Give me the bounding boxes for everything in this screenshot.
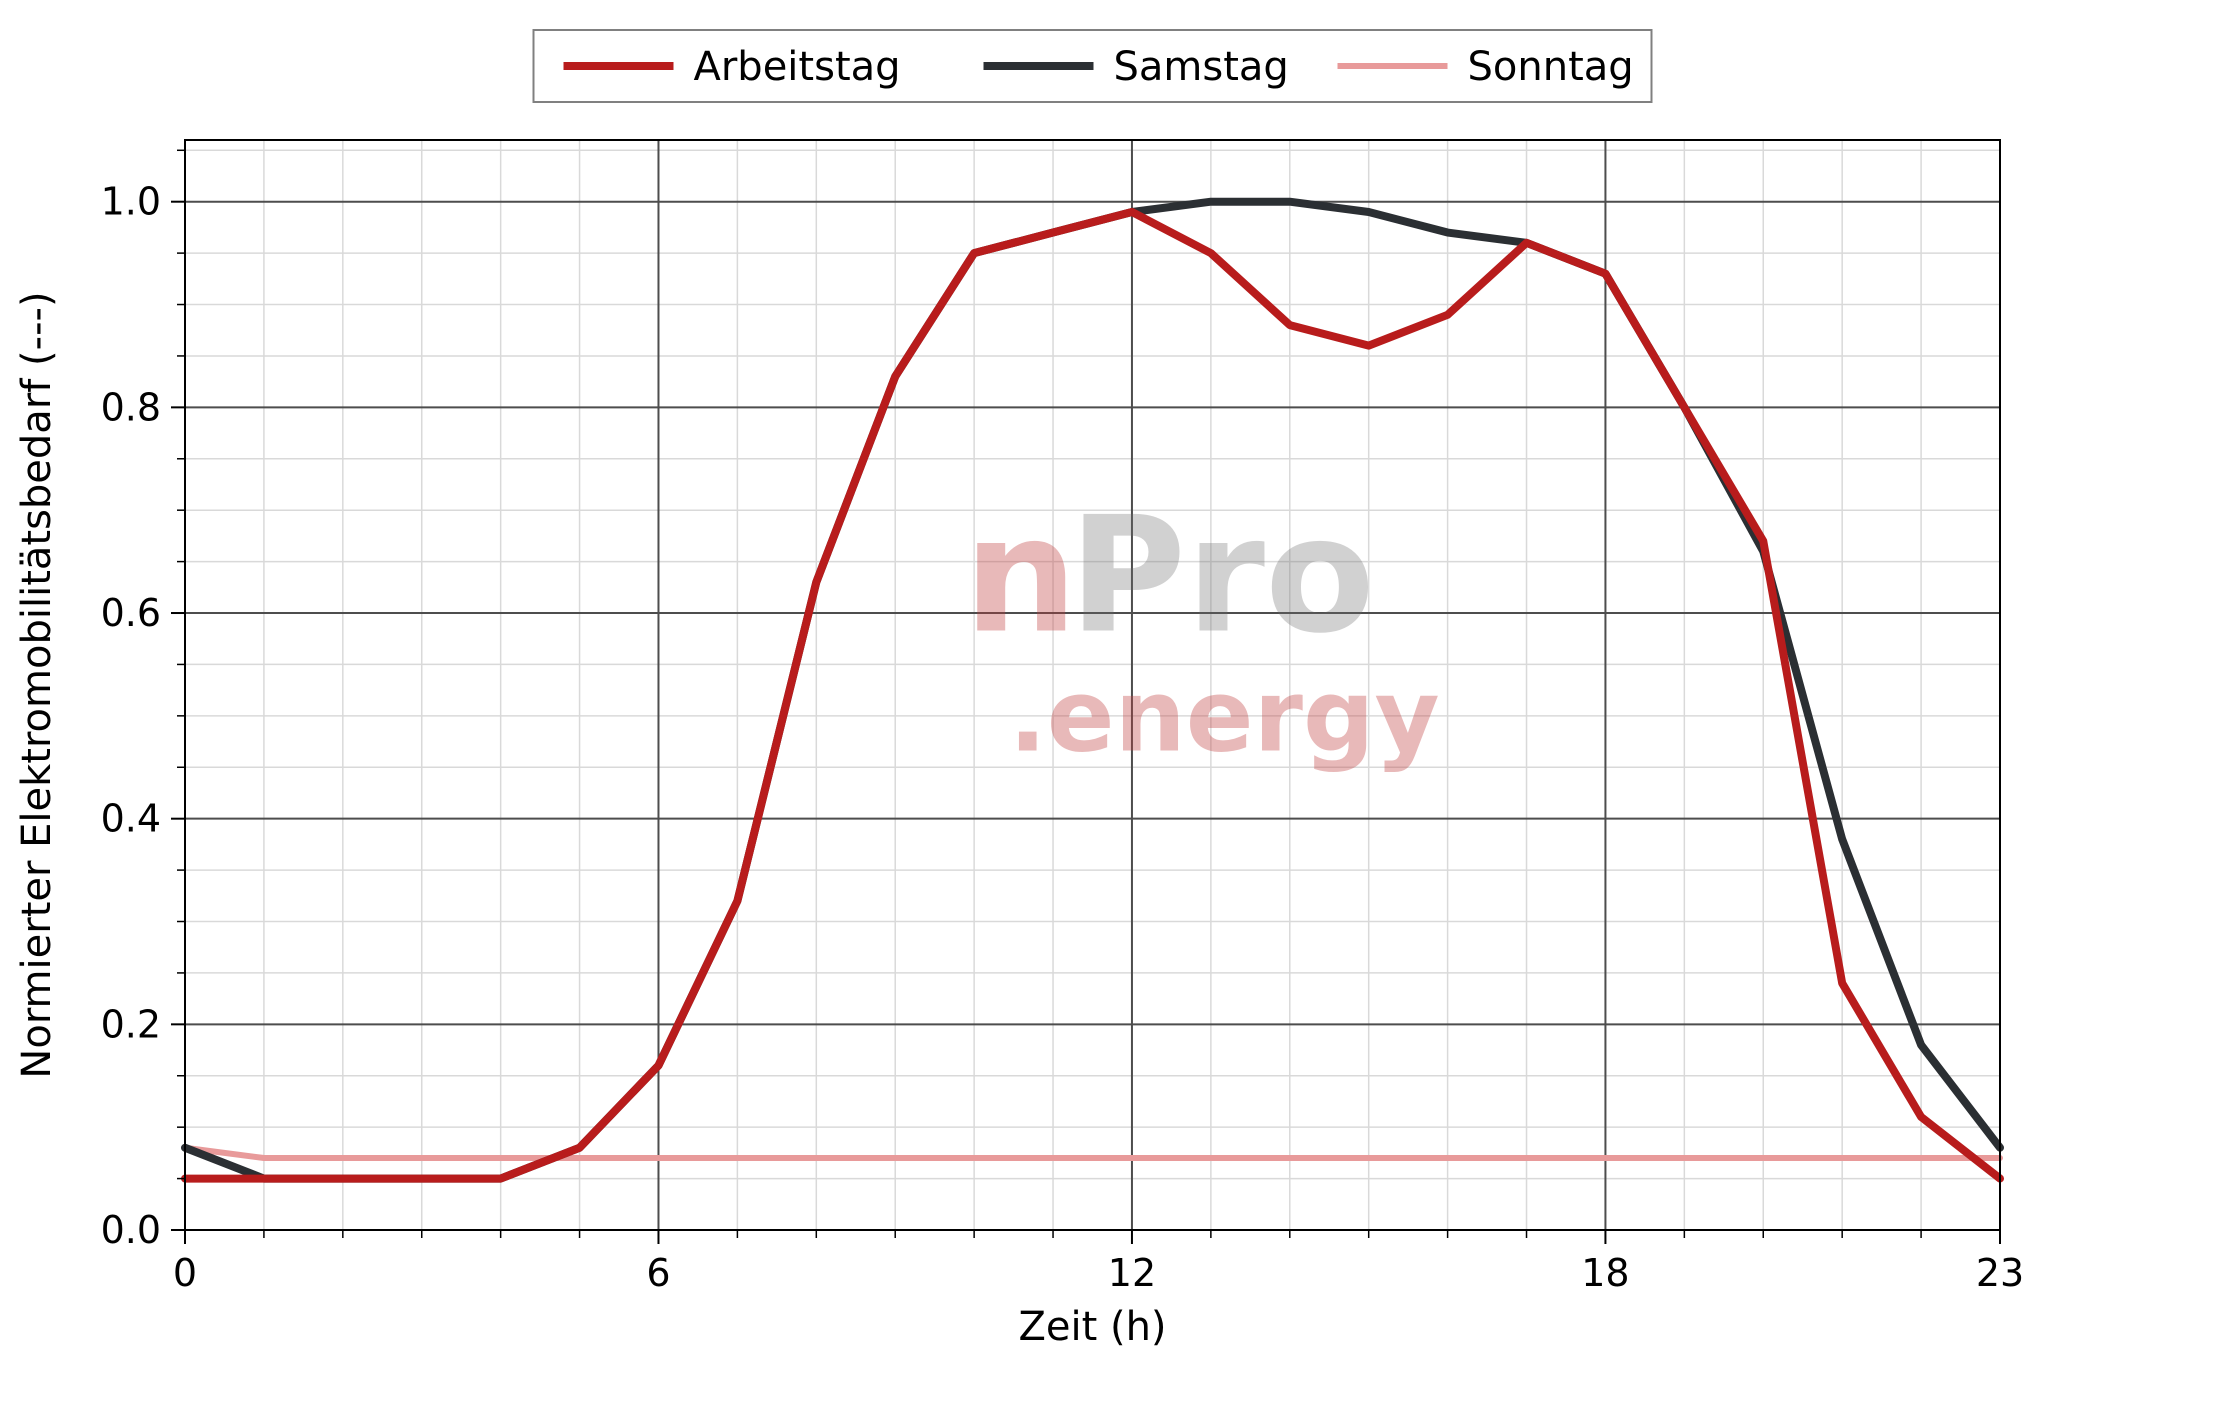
emobility-demand-chart: n Pro .energy 0 6 12 18 23 0.0 0.2 0.4 0.6 0.8 1.… [0,0,2215,1424]
x-axis-label: Zeit (h) [1018,1304,1166,1350]
y-tick-label: 0.4 [101,797,161,841]
watermark-energy: .energy [1009,658,1440,775]
y-tick-label: 0.6 [101,591,161,635]
y-tick-label: 0.2 [101,1002,161,1046]
legend-label-samstag: Samstag [1114,44,1289,90]
y-tick-label: 0.8 [101,385,161,429]
x-tick-label: 0 [173,1251,197,1295]
x-tick-label: 18 [1581,1251,1629,1295]
y-axis-ticks: 0.0 0.2 0.4 0.6 0.8 1.0 [101,150,185,1252]
y-tick-label: 0.0 [101,1208,161,1252]
x-axis-ticks: 0 6 12 18 23 [173,1230,2024,1295]
legend: Arbeitstag Samstag Sonntag [534,30,1652,102]
watermark-n: n [964,482,1078,669]
legend-label-sonntag: Sonntag [1468,44,1634,90]
x-tick-label: 12 [1108,1251,1156,1295]
x-tick-label: 6 [646,1251,670,1295]
x-tick-label: 23 [1976,1251,2024,1295]
legend-label-arbeitstag: Arbeitstag [694,44,901,90]
y-tick-label: 1.0 [101,180,161,224]
watermark-logo: n Pro .energy [964,482,1440,775]
y-axis-label: Normierter Elektromobilitätsbedarf (---) [14,291,60,1078]
watermark-pro: Pro [1069,482,1375,669]
series-sonntag [185,1148,2000,1158]
